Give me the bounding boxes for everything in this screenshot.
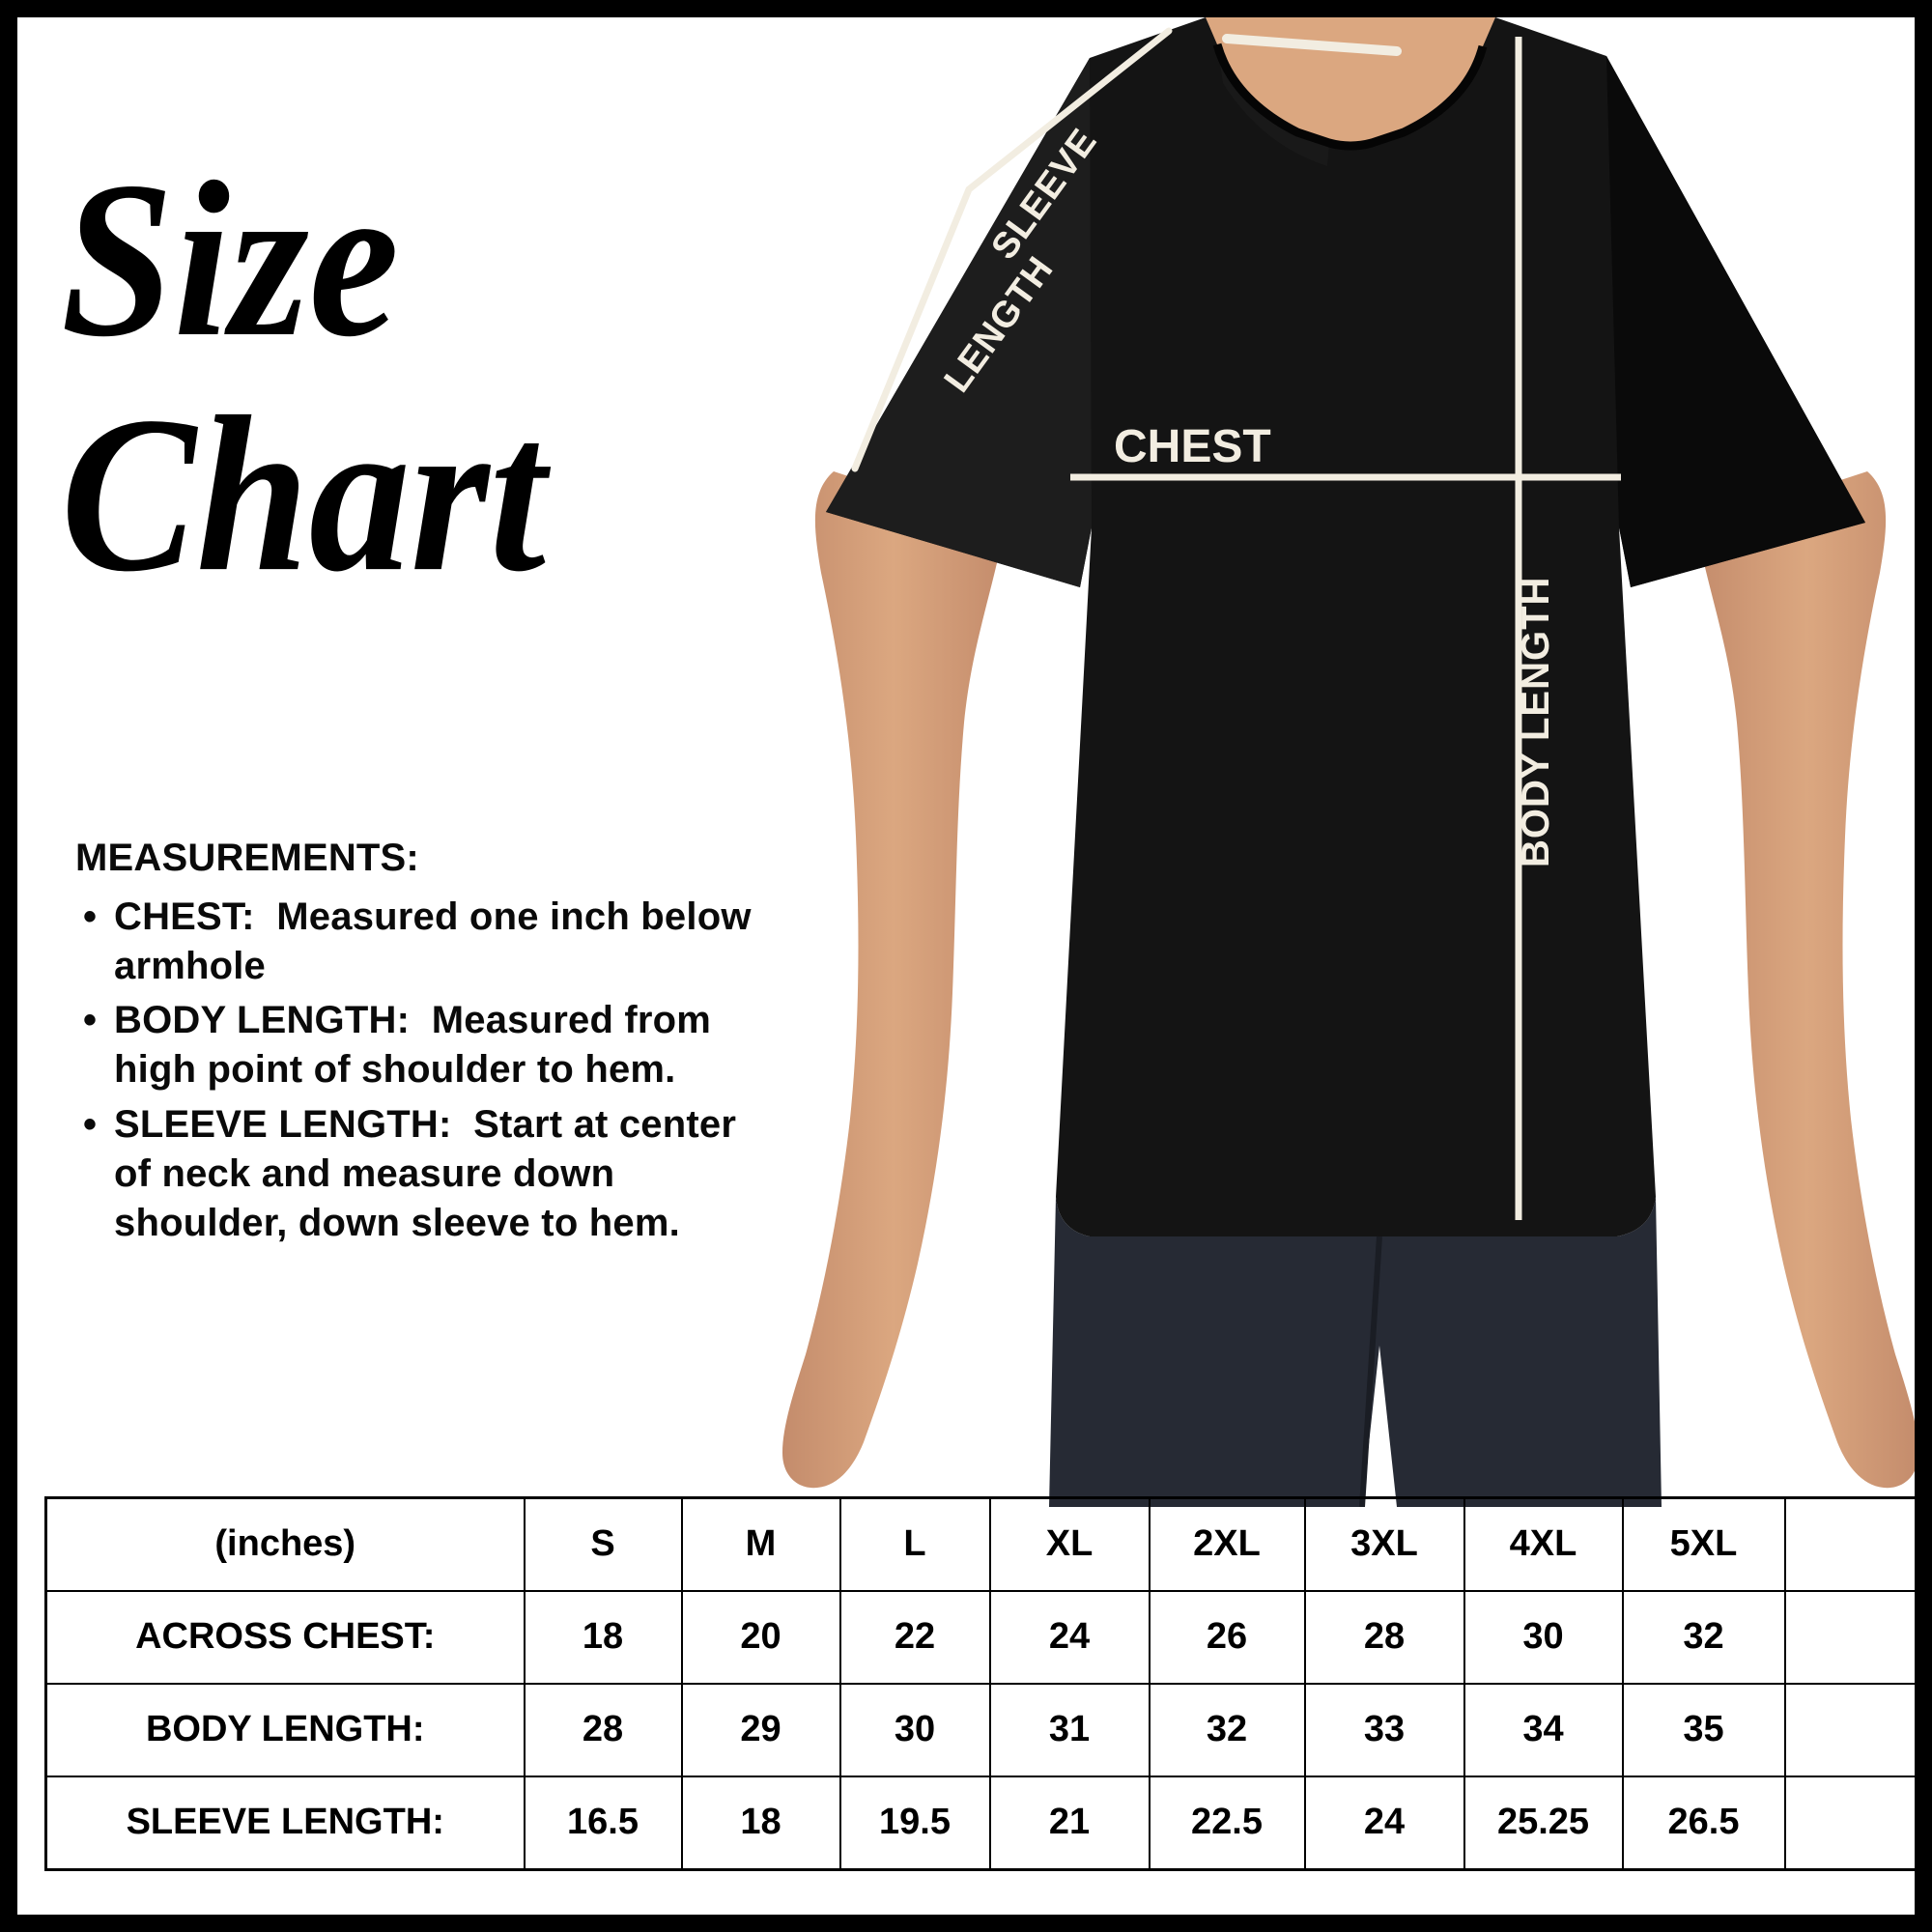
svg-text:CHEST: CHEST — [1114, 421, 1271, 472]
svg-text:BODY LENGTH: BODY LENGTH — [1515, 577, 1557, 867]
